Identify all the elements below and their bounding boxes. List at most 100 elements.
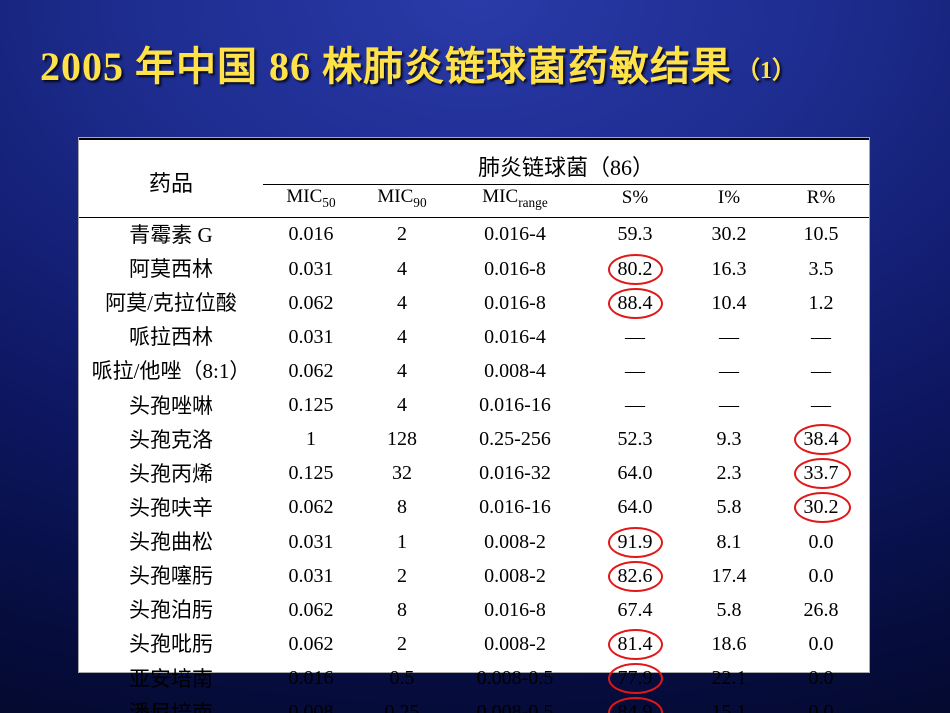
cell-mic50: 0.062 <box>263 286 359 320</box>
cell-i: 30.2 <box>685 217 773 252</box>
cell-drug: 青霉素 G <box>79 217 263 252</box>
col-s: S% <box>585 185 685 218</box>
cell-s: 64.0 <box>585 491 685 525</box>
cell-r: 10.5 <box>773 217 869 252</box>
cell-i: 9.3 <box>685 423 773 457</box>
cell-micrange: 0.008-4 <box>445 354 585 388</box>
slide-title: 2005 年中国 86 株肺炎链球菌药敏结果 <box>40 44 732 89</box>
table-row: 头孢曲松0.03110.008-291.98.10.0 <box>79 525 869 559</box>
cell-i: — <box>685 320 773 354</box>
cell-r: — <box>773 354 869 388</box>
cell-i: 16.3 <box>685 252 773 286</box>
data-table-container: 药品 肺炎链球菌（86） MIC50 MIC90 MICrange S% I% … <box>79 138 869 672</box>
cell-drug: 头孢丙烯 <box>79 457 263 491</box>
cell-mic90: 2 <box>359 627 445 661</box>
cell-i: 2.3 <box>685 457 773 491</box>
cell-r: 1.2 <box>773 286 869 320</box>
table-head: 药品 肺炎链球菌（86） MIC50 MIC90 MICrange S% I% … <box>79 139 869 217</box>
cell-s: 52.3 <box>585 423 685 457</box>
cell-mic50: 0.125 <box>263 389 359 423</box>
mic-table: 药品 肺炎链球菌（86） MIC50 MIC90 MICrange S% I% … <box>79 138 869 713</box>
cell-drug: 阿莫西林 <box>79 252 263 286</box>
cell-s: 82.6 <box>585 559 685 593</box>
table-row: 亚安培南0.0160.50.008-0.577.922.10.0 <box>79 662 869 696</box>
table-row: 头孢噻肟0.03120.008-282.617.40.0 <box>79 559 869 593</box>
cell-mic50: 0.016 <box>263 217 359 252</box>
cell-r: 0.0 <box>773 525 869 559</box>
cell-micrange: 0.016-32 <box>445 457 585 491</box>
table-row: 哌拉/他唑（8:1）0.06240.008-4——— <box>79 354 869 388</box>
cell-r: 3.5 <box>773 252 869 286</box>
table-row: 头孢呋辛0.06280.016-1664.05.830.2 <box>79 491 869 525</box>
cell-drug: 头孢曲松 <box>79 525 263 559</box>
cell-i: 5.8 <box>685 491 773 525</box>
col-drug: 药品 <box>79 139 263 217</box>
slide: 2005 年中国 86 株肺炎链球菌药敏结果 （1） 药品 肺炎链球菌（86） … <box>0 0 950 713</box>
cell-s: 59.3 <box>585 217 685 252</box>
cell-mic50: 0.008 <box>263 696 359 713</box>
cell-mic50: 1 <box>263 423 359 457</box>
table-row: 头孢吡肟0.06220.008-281.418.60.0 <box>79 627 869 661</box>
cell-mic90: 32 <box>359 457 445 491</box>
col-group: 肺炎链球菌（86） <box>263 139 869 185</box>
cell-micrange: 0.008-2 <box>445 525 585 559</box>
cell-i: 18.6 <box>685 627 773 661</box>
cell-r: — <box>773 389 869 423</box>
cell-mic90: 4 <box>359 252 445 286</box>
cell-micrange: 0.016-4 <box>445 217 585 252</box>
cell-micrange: 0.008-2 <box>445 559 585 593</box>
cell-mic90: 4 <box>359 389 445 423</box>
cell-r: — <box>773 320 869 354</box>
cell-mic50: 0.062 <box>263 491 359 525</box>
cell-mic90: 4 <box>359 354 445 388</box>
cell-drug: 头孢吡肟 <box>79 627 263 661</box>
table-row: 哌拉西林0.03140.016-4——— <box>79 320 869 354</box>
cell-mic90: 2 <box>359 559 445 593</box>
cell-mic50: 0.125 <box>263 457 359 491</box>
cell-r: 38.4 <box>773 423 869 457</box>
cell-drug: 哌拉西林 <box>79 320 263 354</box>
cell-s: 81.4 <box>585 627 685 661</box>
slide-title-wrap: 2005 年中国 86 株肺炎链球菌药敏结果 （1） <box>40 34 920 92</box>
cell-mic90: 128 <box>359 423 445 457</box>
cell-mic50: 0.062 <box>263 354 359 388</box>
cell-i: — <box>685 354 773 388</box>
cell-i: 17.4 <box>685 559 773 593</box>
cell-mic50: 0.031 <box>263 252 359 286</box>
cell-s: 88.4 <box>585 286 685 320</box>
cell-s: — <box>585 389 685 423</box>
cell-r: 0.0 <box>773 696 869 713</box>
cell-drug: 头孢克洛 <box>79 423 263 457</box>
cell-mic50: 0.062 <box>263 593 359 627</box>
cell-micrange: 0.008-2 <box>445 627 585 661</box>
cell-s: 67.4 <box>585 593 685 627</box>
cell-micrange: 0.016-16 <box>445 491 585 525</box>
table-row: 头孢克洛11280.25-25652.39.338.4 <box>79 423 869 457</box>
cell-s: 80.2 <box>585 252 685 286</box>
cell-mic90: 4 <box>359 286 445 320</box>
table-row: 头孢丙烯0.125320.016-3264.02.333.7 <box>79 457 869 491</box>
cell-mic90: 4 <box>359 320 445 354</box>
cell-micrange: 0.016-8 <box>445 286 585 320</box>
table-row: 潘尼培南0.0080.250.008-0.584.915.10.0 <box>79 696 869 713</box>
cell-micrange: 0.016-16 <box>445 389 585 423</box>
cell-i: 10.4 <box>685 286 773 320</box>
cell-mic50: 0.031 <box>263 559 359 593</box>
cell-drug: 潘尼培南 <box>79 696 263 713</box>
table-row: 青霉素 G0.01620.016-459.330.210.5 <box>79 217 869 252</box>
col-i: I% <box>685 185 773 218</box>
cell-r: 30.2 <box>773 491 869 525</box>
cell-drug: 头孢呋辛 <box>79 491 263 525</box>
cell-drug: 头孢泊肟 <box>79 593 263 627</box>
cell-drug: 头孢唑啉 <box>79 389 263 423</box>
cell-s: — <box>585 320 685 354</box>
cell-micrange: 0.008-0.5 <box>445 696 585 713</box>
cell-drug: 头孢噻肟 <box>79 559 263 593</box>
table-row: 头孢泊肟0.06280.016-867.45.826.8 <box>79 593 869 627</box>
cell-drug: 哌拉/他唑（8:1） <box>79 354 263 388</box>
cell-i: 8.1 <box>685 525 773 559</box>
cell-micrange: 0.008-0.5 <box>445 662 585 696</box>
cell-r: 0.0 <box>773 627 869 661</box>
slide-title-note: （1） <box>736 58 796 84</box>
cell-i: 22.1 <box>685 662 773 696</box>
